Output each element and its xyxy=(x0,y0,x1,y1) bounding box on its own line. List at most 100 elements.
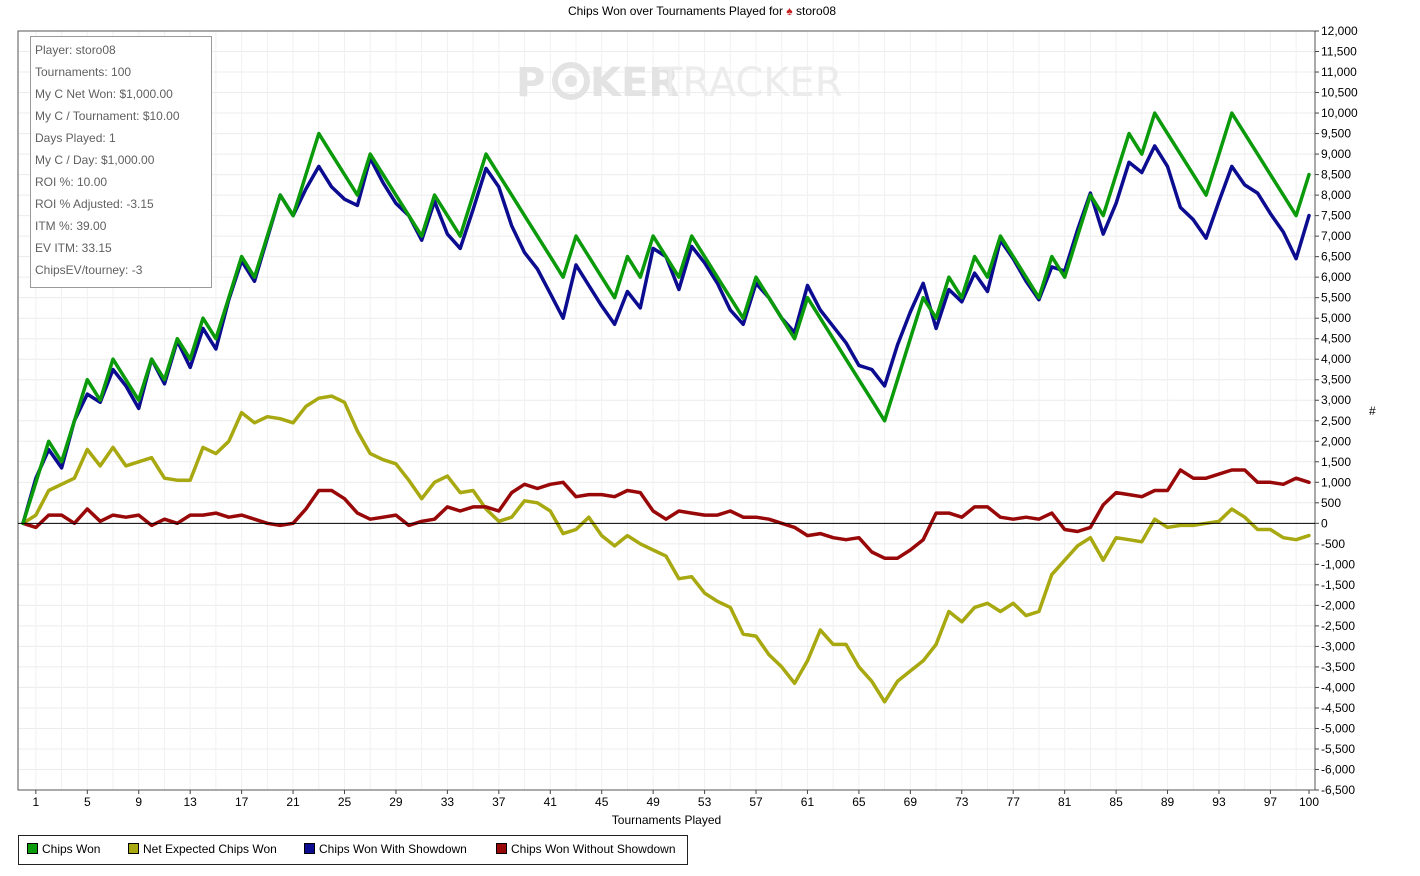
y-tick-label: -3,000 xyxy=(1321,639,1355,653)
y-tick-label: 12,000 xyxy=(1321,24,1358,38)
series-line-net-expected-chips-won xyxy=(21,394,1311,704)
x-tick-label: 61 xyxy=(801,795,815,809)
stat-ev-itm: EV ITM: 33.15 xyxy=(35,241,112,255)
x-tick-label: 17 xyxy=(235,795,249,809)
y-tick-label: -2,500 xyxy=(1321,619,1355,633)
stat-net-won: My C Net Won: $1,000.00 xyxy=(35,87,173,101)
x-tick-label: 21 xyxy=(286,795,300,809)
y-tick-label: 2,500 xyxy=(1321,414,1351,428)
stat-roi: ROI %: 10.00 xyxy=(35,175,108,189)
plot-border xyxy=(17,30,1316,791)
y-tick-label: 7,500 xyxy=(1321,209,1351,223)
y-tick-label: 3,000 xyxy=(1321,393,1351,407)
legend-item-without-showdown: Chips Won Without Showdown xyxy=(496,842,676,856)
x-tick-label: 29 xyxy=(389,795,403,809)
y-tick-label: 10,000 xyxy=(1321,106,1358,120)
stat-roi-adjusted: ROI % Adjusted: -3.15 xyxy=(35,197,154,211)
x-tick-label: 25 xyxy=(338,795,352,809)
y-tick-label: 11,000 xyxy=(1321,65,1357,79)
y-axis-label: # xyxy=(1369,404,1376,418)
chart-title: Chips Won over Tournaments Played for ♠ … xyxy=(0,4,1404,18)
legend-swatch-without-showdown xyxy=(496,843,507,854)
spade-icon: ♠ xyxy=(786,4,793,18)
y-tick-label: -1,500 xyxy=(1321,578,1355,592)
y-tick-label: 2,000 xyxy=(1321,434,1351,448)
legend: Chips Won Net Expected Chips Won Chips W… xyxy=(18,835,688,865)
y-tick-label: 1,000 xyxy=(1321,475,1351,489)
legend-label-chips-won: Chips Won xyxy=(42,842,101,856)
x-tick-label: 97 xyxy=(1264,795,1278,809)
stat-itm: ITM %: 39.00 xyxy=(35,219,107,233)
x-tick-label: 53 xyxy=(698,795,712,809)
y-tick-label: -4,000 xyxy=(1321,680,1355,694)
x-tick-label: 49 xyxy=(646,795,660,809)
stat-per-day: My C / Day: $1,000.00 xyxy=(35,153,155,167)
y-tick-label: 6,500 xyxy=(1321,250,1351,264)
x-tick-label: 41 xyxy=(544,795,558,809)
y-tick-label: 500 xyxy=(1321,496,1341,510)
legend-label-without-showdown: Chips Won Without Showdown xyxy=(511,842,676,856)
chip-center-icon xyxy=(565,75,577,87)
y-tick-label: -2,000 xyxy=(1321,598,1355,612)
y-tick-label: -3,500 xyxy=(1321,660,1355,674)
x-tick-label: 81 xyxy=(1058,795,1072,809)
y-tick-label: -4,500 xyxy=(1321,701,1355,715)
x-tick-label: 65 xyxy=(852,795,866,809)
y-tick-label: 9,000 xyxy=(1321,147,1351,161)
stats-box: Player: storo08 Tournaments: 100 My C Ne… xyxy=(30,36,212,288)
y-tick-label: -6,000 xyxy=(1321,762,1355,776)
pokertracker-watermark: P KER TRACKER xyxy=(516,60,843,106)
y-tick-label: 7,000 xyxy=(1321,229,1351,243)
legend-item-net-expected: Net Expected Chips Won xyxy=(128,842,277,856)
x-tick-label: 1 xyxy=(33,795,40,809)
y-tick-label: 8,000 xyxy=(1321,188,1351,202)
x-tick-label: 5 xyxy=(84,795,91,809)
y-tick-label: 5,000 xyxy=(1321,311,1351,325)
y-tick-label: 5,500 xyxy=(1321,291,1351,305)
y-tick-label: -1,000 xyxy=(1321,557,1355,571)
y-tick-label: 11,500 xyxy=(1321,45,1357,59)
y-tick-label: 8,500 xyxy=(1321,168,1351,182)
x-axis-label: Tournaments Played xyxy=(611,813,722,827)
stat-player: Player: storo08 xyxy=(35,43,116,57)
stat-per-tournament: My C / Tournament: $10.00 xyxy=(35,109,180,123)
legend-swatch-chips-won xyxy=(27,843,38,854)
series-line-chips-won xyxy=(21,111,1311,526)
legend-swatch-with-showdown xyxy=(304,843,315,854)
legend-label-net-expected: Net Expected Chips Won xyxy=(143,842,277,856)
y-tick-label: 0 xyxy=(1321,516,1328,530)
y-tick-label: 10,500 xyxy=(1321,86,1358,100)
y-tick-label: -5,500 xyxy=(1321,742,1355,756)
y-tick-label: 3,500 xyxy=(1321,373,1351,387)
watermark-tracker: TRACKER xyxy=(657,60,843,106)
y-tick-label: -500 xyxy=(1321,537,1345,551)
y-tick-label: 4,000 xyxy=(1321,352,1351,366)
legend-item-chips-won: Chips Won xyxy=(27,842,100,856)
stat-chipsev-tourney: ChipsEV/tourney: -3 xyxy=(35,263,143,277)
x-tick-label: 89 xyxy=(1161,795,1175,809)
x-tick-label: 85 xyxy=(1109,795,1123,809)
y-tick-label: -6,500 xyxy=(1321,783,1355,797)
x-tick-label: 13 xyxy=(184,795,198,809)
x-tick-label: 9 xyxy=(135,795,142,809)
y-tick-label: 9,500 xyxy=(1321,127,1351,141)
grid xyxy=(18,30,1315,791)
legend-label-with-showdown: Chips Won With Showdown xyxy=(319,842,467,856)
x-tick-label: 57 xyxy=(749,795,763,809)
x-tick-label: 45 xyxy=(595,795,609,809)
x-tick-label: 93 xyxy=(1212,795,1226,809)
watermark-letter-p: P xyxy=(516,60,545,106)
series-line-chips-won-without-showdown xyxy=(21,468,1311,560)
series-lines xyxy=(21,111,1311,704)
x-tick-label: 33 xyxy=(441,795,455,809)
y-tick-label: 6,000 xyxy=(1321,270,1351,284)
stat-days-played: Days Played: 1 xyxy=(35,131,116,145)
x-tick-label: 100 xyxy=(1299,795,1319,809)
chart-title-player: storo08 xyxy=(796,4,837,18)
x-tick-label: 73 xyxy=(955,795,969,809)
x-tick-label: 69 xyxy=(904,795,918,809)
y-tick-label: 1,500 xyxy=(1321,455,1351,469)
stat-tournaments: Tournaments: 100 xyxy=(35,65,132,79)
watermark-poker: KER xyxy=(590,60,679,106)
